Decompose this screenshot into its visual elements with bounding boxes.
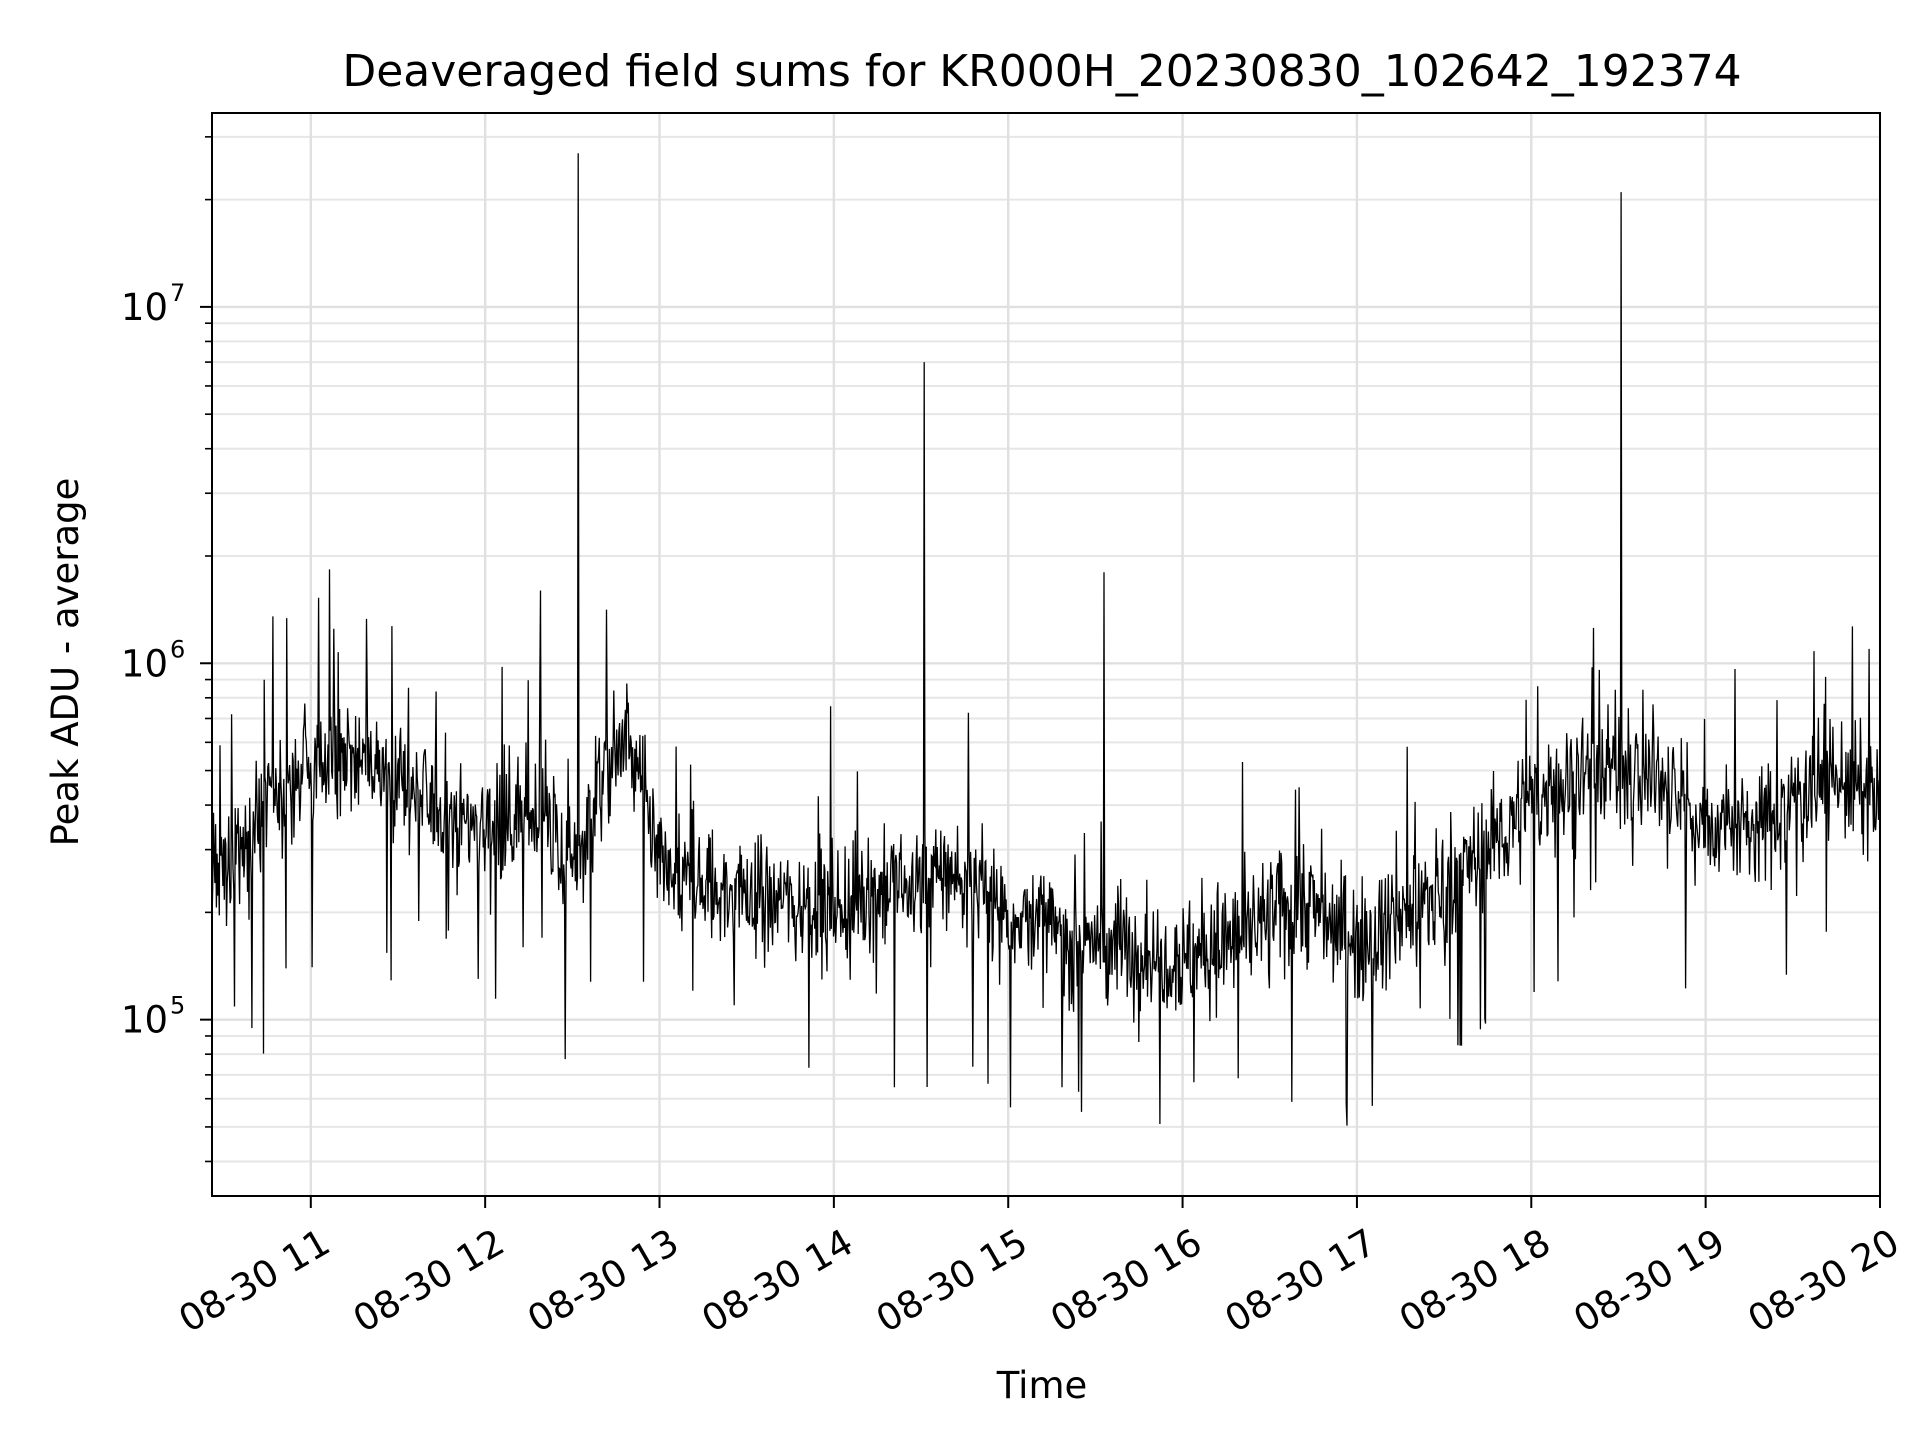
y-tick-label: 10 <box>121 999 168 1042</box>
y-tick-exponent: 6 <box>170 635 185 663</box>
data-series <box>211 153 1881 1126</box>
y-tick-label: 10 <box>121 286 168 329</box>
plot-frame <box>211 112 1881 1197</box>
x-axis-label: Time <box>996 1364 1088 1407</box>
y-tick-exponent: 7 <box>170 279 185 307</box>
y-tick-exponent: 5 <box>170 992 185 1020</box>
y-tick-label: 10 <box>121 642 168 685</box>
y-axis-label: Peak ADU - average <box>44 478 87 847</box>
grid <box>212 113 1882 1196</box>
series-line <box>211 153 1881 1126</box>
chart-title: Deaveraged field sums for KR000H_2023083… <box>342 46 1741 97</box>
